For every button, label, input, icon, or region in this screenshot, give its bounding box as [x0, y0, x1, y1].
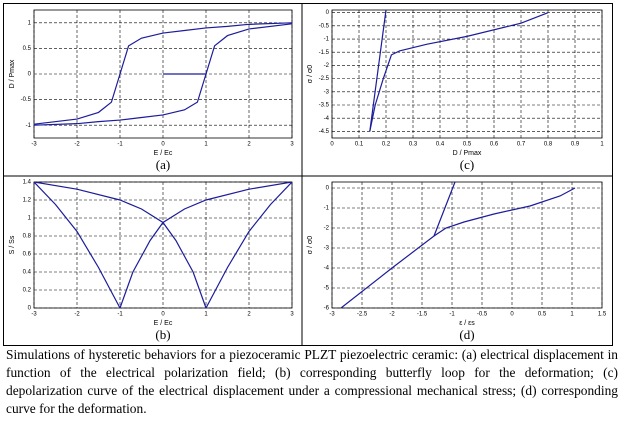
y-tick-label: 0 — [326, 186, 330, 192]
panel-label: (d) — [459, 327, 474, 342]
x-axis-label: ε / εs — [459, 320, 475, 327]
plot-frame — [33, 9, 293, 139]
y-tick-label: -3 — [324, 246, 330, 252]
y-tick-label: 0.6 — [23, 252, 32, 258]
y-tick-label: -4 — [324, 116, 330, 122]
x-tick-label: 0 — [330, 142, 334, 148]
x-tick-label: 1 — [204, 142, 208, 148]
x-tick-label: 0.5 — [538, 312, 547, 318]
x-tick-label: 0.7 — [517, 142, 526, 148]
curve — [34, 22, 292, 125]
caption: Simulations of hysteretic behaviors for … — [6, 347, 618, 416]
x-tick-label: 1.5 — [598, 312, 607, 318]
plot-frame — [331, 9, 603, 139]
panel-label: (a) — [156, 157, 170, 172]
y-tick-label: -1.5 — [319, 50, 330, 56]
y-tick-label: 0 — [28, 72, 32, 78]
y-tick-label: -0.5 — [21, 97, 32, 103]
curve — [340, 187, 576, 308]
curve — [34, 182, 292, 308]
x-tick-label: 1 — [204, 312, 208, 318]
plot-frame — [33, 181, 293, 309]
curve — [369, 10, 387, 132]
y-axis-label: S / Ss — [9, 235, 16, 254]
y-tick-label: 1.4 — [23, 180, 32, 186]
curve — [34, 23, 292, 126]
x-tick-label: 2 — [247, 312, 251, 318]
y-tick-label: -4 — [324, 266, 330, 272]
x-tick-label: 0.6 — [490, 142, 499, 148]
y-tick-label: -6 — [324, 306, 330, 312]
y-tick-label: 0 — [326, 10, 330, 16]
x-tick-label: -1.5 — [417, 312, 428, 318]
curve — [34, 182, 292, 308]
y-tick-label: -1 — [324, 206, 330, 212]
x-tick-label: 0 — [510, 312, 514, 318]
y-tick-label: -0.5 — [319, 23, 330, 29]
x-tick-label: -3 — [31, 142, 37, 148]
x-tick-label: 0.5 — [463, 142, 472, 148]
x-tick-label: 1 — [600, 142, 604, 148]
y-tick-label: 0.5 — [23, 46, 32, 52]
x-tick-label: 0.8 — [544, 142, 553, 148]
x-tick-label: -1 — [117, 142, 123, 148]
y-tick-label: -5 — [324, 286, 330, 292]
y-tick-label: -3 — [324, 89, 330, 95]
y-tick-label: 1 — [28, 216, 32, 222]
x-tick-label: 0 — [161, 312, 165, 318]
x-tick-label: -2 — [389, 312, 395, 318]
x-tick-label: 0.1 — [355, 142, 364, 148]
y-tick-label: -2 — [324, 226, 330, 232]
x-tick-label: 0.3 — [409, 142, 418, 148]
y-tick-label: -1 — [26, 123, 32, 129]
y-axis-label: σ / σ0 — [307, 236, 314, 254]
x-tick-label: -0.5 — [477, 312, 488, 318]
curve — [369, 12, 549, 132]
y-tick-label: 0 — [28, 306, 32, 312]
x-tick-label: -2.5 — [357, 312, 368, 318]
figure: -3 -2 -1 0 1 2 3 -1 -0.5 0 0.5 1 E / Ec D / Pmax (a) -3… — [3, 3, 613, 346]
y-tick-label: -2.5 — [319, 76, 330, 82]
plot-frame — [331, 181, 603, 309]
y-tick-label: 1 — [28, 20, 32, 26]
figure-border — [3, 3, 613, 346]
x-tick-label: -2 — [74, 142, 80, 148]
x-tick-label: 3 — [290, 312, 294, 318]
x-tick-label: -2 — [74, 312, 80, 318]
y-tick-label: 0.2 — [23, 288, 32, 294]
panel-label: (c) — [460, 157, 474, 172]
panel-label: (b) — [155, 327, 170, 342]
x-tick-label: -3 — [329, 312, 335, 318]
x-tick-label: -1 — [449, 312, 455, 318]
x-axis-label: E / Ec — [154, 320, 173, 327]
x-tick-label: 0.4 — [436, 142, 445, 148]
x-tick-label: 0 — [161, 142, 165, 148]
y-tick-label: 0.4 — [23, 270, 32, 276]
x-tick-label: 3 — [290, 142, 294, 148]
y-axis-label: D / Pmax — [9, 59, 16, 88]
x-axis-label: E / Ec — [154, 150, 173, 157]
x-tick-label: 0.2 — [382, 142, 391, 148]
x-tick-label: 0.9 — [571, 142, 580, 148]
curve — [433, 182, 456, 237]
y-axis-label: σ / σ0 — [307, 65, 314, 83]
x-tick-label: -1 — [117, 312, 123, 318]
y-tick-label: 0.8 — [23, 234, 32, 240]
y-tick-label: -4.5 — [319, 129, 330, 135]
x-tick-label: -3 — [31, 312, 37, 318]
y-tick-label: -3.5 — [319, 103, 330, 109]
y-tick-label: 1.2 — [23, 198, 32, 204]
y-tick-label: -1 — [324, 37, 330, 43]
x-axis-label: D / Pmax — [453, 150, 482, 157]
y-tick-label: -2 — [324, 63, 330, 69]
x-tick-label: 2 — [247, 142, 251, 148]
x-tick-label: 1 — [570, 312, 574, 318]
